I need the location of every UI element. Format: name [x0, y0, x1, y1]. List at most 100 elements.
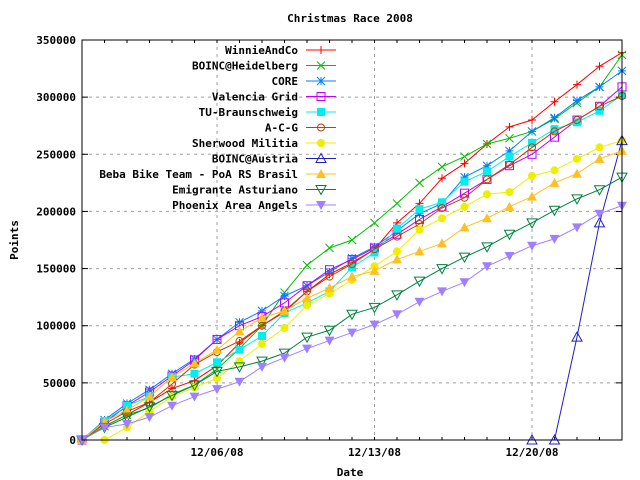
series-line — [532, 140, 623, 441]
data-point — [595, 102, 604, 111]
data-point — [527, 241, 537, 251]
data-point — [316, 201, 326, 210]
data-point — [258, 332, 266, 340]
data-point — [482, 262, 492, 272]
data-point — [573, 116, 581, 124]
data-point — [413, 276, 426, 288]
data-point — [505, 122, 514, 131]
data-point — [212, 344, 222, 354]
data-point — [550, 166, 559, 175]
data-point — [257, 362, 267, 372]
data-point — [482, 213, 492, 223]
axis-ticks: 0 50000 100000 150000 200000 250000 300000 3500… — [36, 34, 622, 459]
series-line — [81, 176, 623, 441]
data-point — [235, 357, 244, 366]
data-point — [347, 328, 357, 338]
data-point — [190, 369, 199, 378]
data-point — [234, 326, 245, 336]
data-point — [460, 193, 469, 202]
data-point — [346, 309, 358, 321]
y-tick-label: 350000 — [36, 34, 76, 47]
data-point — [527, 149, 537, 159]
data-point — [317, 108, 325, 116]
data-point — [528, 172, 536, 180]
legend-label: BOINC@Austria — [212, 153, 298, 166]
series-boinc-austria — [526, 134, 628, 445]
data-point — [392, 199, 402, 208]
data-point — [505, 188, 514, 196]
data-point — [549, 177, 560, 187]
data-point — [483, 190, 491, 199]
legend-label: Valencia Grid — [212, 91, 298, 104]
data-point — [316, 61, 326, 70]
data-point — [167, 372, 177, 382]
data-point — [189, 392, 200, 402]
data-point — [323, 325, 336, 337]
data-point — [316, 76, 326, 86]
data-point — [392, 254, 402, 264]
legend-label: Emigrante Asturiano — [172, 184, 298, 197]
data-point — [212, 334, 222, 344]
y-tick-label: 300000 — [36, 91, 76, 104]
data-point — [324, 336, 335, 346]
data-point — [391, 290, 403, 301]
series-line — [81, 150, 623, 441]
legend-label: TU-Braunschweig — [199, 106, 298, 119]
data-point — [573, 118, 581, 127]
data-point — [302, 260, 312, 270]
data-point — [188, 380, 201, 392]
data-point — [301, 332, 313, 344]
legend-label: Sherwood Militia — [192, 137, 298, 150]
data-point — [317, 139, 325, 147]
data-point — [415, 209, 424, 219]
data-point — [505, 152, 514, 161]
data-point — [213, 374, 221, 383]
data-point — [190, 383, 199, 392]
data-point — [414, 246, 425, 256]
data-point — [437, 287, 447, 297]
x-axis-label: Date — [337, 466, 364, 479]
data-point — [527, 191, 537, 201]
data-point — [370, 218, 379, 228]
data-point — [279, 305, 290, 315]
data-point — [315, 152, 327, 163]
data-point — [572, 223, 582, 233]
data-point — [459, 278, 470, 288]
x-tick-label: 12/20/08 — [506, 446, 559, 459]
data-point — [572, 168, 582, 178]
x-tick-label: 12/13/08 — [348, 446, 401, 459]
data-point — [325, 267, 334, 277]
legend-label: BOINC@Heidelberg — [192, 60, 298, 73]
data-point — [325, 272, 334, 281]
data-point — [528, 143, 536, 152]
data-point — [302, 281, 312, 291]
data-point — [526, 218, 538, 229]
data-point — [145, 385, 154, 395]
data-point — [393, 224, 401, 233]
data-point — [393, 232, 401, 241]
data-point — [213, 358, 221, 367]
legend: WinnieAndCo BOINC@Heidelberg CORE Valencia … — [99, 44, 336, 212]
data-point — [257, 312, 267, 322]
data-point — [437, 162, 447, 172]
series-line — [81, 205, 623, 441]
data-point — [325, 265, 334, 275]
series-line — [82, 140, 623, 441]
data-point — [280, 324, 289, 332]
data-point — [460, 202, 469, 211]
data-point — [315, 185, 327, 196]
data-point — [481, 242, 493, 253]
data-point — [122, 405, 132, 415]
data-point — [212, 385, 222, 395]
data-point — [414, 297, 425, 307]
data-point — [278, 348, 291, 360]
data-point — [438, 198, 446, 207]
data-point — [347, 253, 357, 263]
data-point — [258, 340, 266, 348]
data-point — [316, 92, 326, 101]
data-point — [460, 152, 469, 161]
data-point — [280, 291, 289, 301]
data-point — [190, 376, 199, 385]
data-point — [573, 80, 581, 89]
